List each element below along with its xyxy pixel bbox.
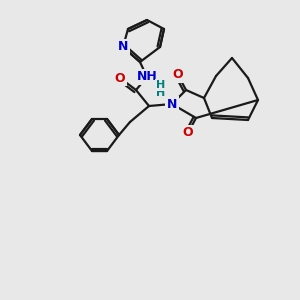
Text: H: H: [156, 88, 166, 98]
Text: N: N: [167, 98, 177, 110]
Text: NH: NH: [136, 70, 158, 83]
Text: H: H: [156, 80, 166, 90]
Text: N: N: [118, 40, 128, 53]
Text: O: O: [183, 127, 193, 140]
Text: O: O: [173, 68, 183, 82]
Text: O: O: [115, 71, 125, 85]
